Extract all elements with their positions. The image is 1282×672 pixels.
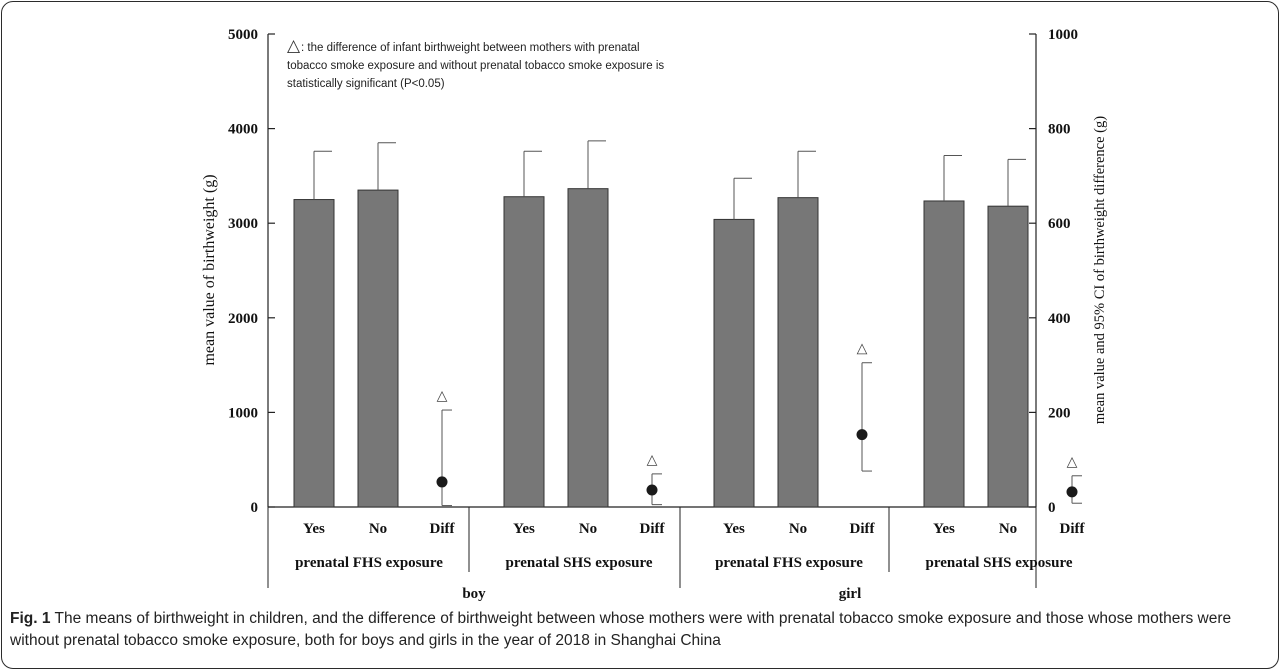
- category-label: Diff: [850, 521, 876, 537]
- category-label: Diff: [430, 521, 456, 537]
- category-label: No: [369, 521, 387, 537]
- annotation-symbol: △: [287, 36, 301, 55]
- annotation-line: : the difference of infant birthweight b…: [301, 42, 640, 54]
- left-tick-label: 3000: [228, 216, 258, 232]
- diff-point: [436, 476, 448, 488]
- significance-marker: △: [857, 340, 868, 356]
- sex-label-boy: boy: [462, 586, 486, 602]
- category-label: Yes: [723, 521, 745, 537]
- category-label: No: [789, 521, 807, 537]
- figure-caption: Fig. 1 The means of birthweight in child…: [10, 608, 1272, 652]
- right-tick-label: 800: [1048, 122, 1071, 138]
- bar: [713, 218, 755, 508]
- caption-label: Fig. 1: [10, 610, 51, 627]
- birthweight-chart: 0 1000 2000 3000 4000 5000 0 200 400 600 800 1000 me…: [201, 27, 1108, 602]
- left-tick-label: 5000: [228, 27, 258, 43]
- category-label: Yes: [933, 521, 955, 537]
- left-tick-label: 2000: [228, 311, 258, 327]
- right-tick-label: 600: [1048, 216, 1071, 232]
- subgroup-label: prenatal SHS exposure: [926, 555, 1073, 571]
- left-tick-label: 4000: [228, 122, 258, 138]
- left-axis-title: mean value of birthweight (g): [201, 174, 218, 365]
- subgroup-label: prenatal FHS exposure: [715, 555, 863, 571]
- right-tick-label: 1000: [1048, 27, 1078, 43]
- annotation-line: statistically significant (P<0.05): [287, 78, 445, 90]
- right-tick-label: 200: [1048, 405, 1071, 421]
- category-label: Diff: [1060, 521, 1086, 537]
- bar: [777, 197, 819, 508]
- bar: [357, 189, 399, 508]
- category-label: No: [579, 521, 597, 537]
- left-tick-label: 1000: [228, 405, 258, 421]
- bar: [503, 196, 545, 508]
- right-tick-label: 400: [1048, 311, 1071, 327]
- significance-marker: △: [1067, 453, 1078, 469]
- left-tick-label: 0: [251, 500, 259, 516]
- right-tick-label: 0: [1048, 500, 1056, 516]
- bar: [923, 200, 965, 508]
- chart-labels: 0 1000 2000 3000 4000 5000 0 200 400 600 800 1000 me…: [201, 27, 1108, 602]
- annotation-line: tobacco smoke exposure and without prena…: [287, 60, 664, 72]
- diff-point: [646, 484, 658, 496]
- diff-point: [1066, 486, 1078, 498]
- category-label: Yes: [303, 521, 325, 537]
- subgroup-label: prenatal SHS exposure: [506, 555, 653, 571]
- subgroup-label: prenatal FHS exposure: [295, 555, 443, 571]
- category-label: Diff: [640, 521, 666, 537]
- category-label: No: [999, 521, 1017, 537]
- right-axis-title: mean value and 95% CI of birthweight dif…: [1092, 116, 1108, 424]
- chart-marks: [293, 140, 1082, 508]
- significance-marker: △: [647, 451, 658, 467]
- diff-point: [856, 429, 868, 441]
- bar: [293, 199, 335, 508]
- category-label: Yes: [513, 521, 535, 537]
- bar: [567, 188, 609, 508]
- sex-label-girl: girl: [839, 586, 862, 602]
- caption-text: The means of birthweight in children, an…: [10, 610, 1232, 649]
- significance-marker: △: [437, 387, 448, 403]
- bar: [987, 205, 1029, 508]
